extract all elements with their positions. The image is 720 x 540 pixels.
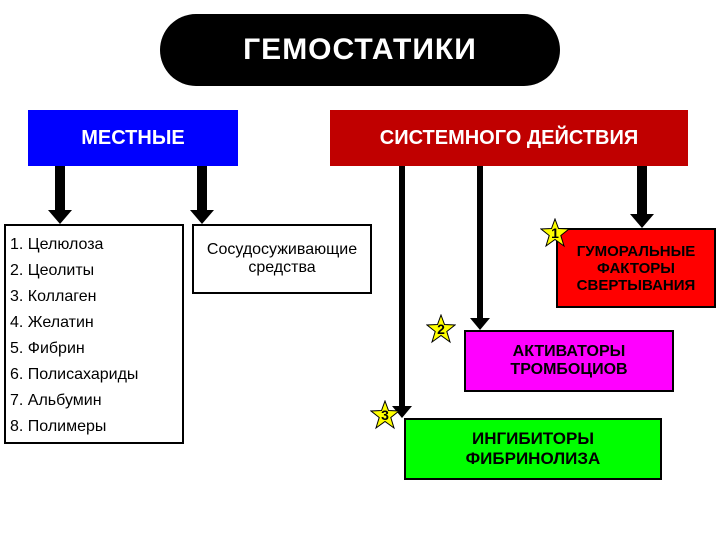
title-pill: ГЕМОСТАТИКИ bbox=[160, 14, 560, 86]
local-list-box: 1. Целюлоза2. Цеолиты3. Коллаген4. Желат… bbox=[4, 224, 184, 444]
list-item: 7. Альбумин bbox=[10, 388, 178, 414]
star-1-label: 1 bbox=[551, 225, 559, 241]
arrow-sys_to_humoral bbox=[630, 166, 654, 228]
category-systemic-label: СИСТЕМНОГО ДЕЙСТВИЯ bbox=[380, 127, 639, 150]
category-systemic-box: СИСТЕМНОГО ДЕЙСТВИЯ bbox=[330, 110, 688, 166]
arrow-sys_to_inhib bbox=[392, 166, 412, 418]
star-2-label: 2 bbox=[437, 321, 445, 337]
category-local-label: МЕСТНЫЕ bbox=[81, 127, 185, 150]
humoral-box: ГУМОРАЛЬНЫЕ ФАКТОРЫ СВЕРТЫВАНИЯ bbox=[556, 228, 716, 308]
arrow-local_to_list bbox=[48, 166, 72, 224]
star-1: 1 bbox=[540, 218, 570, 248]
list-item: 3. Коллаген bbox=[10, 284, 178, 310]
vasoconstrictors-label: Сосудосуживающие средства bbox=[196, 241, 368, 277]
list-item: 5. Фибрин bbox=[10, 336, 178, 362]
list-item: 6. Полисахариды bbox=[10, 362, 178, 388]
local-list: 1. Целюлоза2. Цеолиты3. Коллаген4. Желат… bbox=[10, 232, 178, 440]
arrow-sys_to_activ bbox=[470, 166, 490, 330]
star-3: 3 bbox=[370, 400, 400, 430]
list-item: 8. Полимеры bbox=[10, 414, 178, 440]
star-3-label: 3 bbox=[381, 407, 389, 423]
humoral-label: ГУМОРАЛЬНЫЕ ФАКТОРЫ СВЕРТЫВАНИЯ bbox=[560, 243, 712, 294]
list-item: 1. Целюлоза bbox=[10, 232, 178, 258]
list-item: 4. Желатин bbox=[10, 310, 178, 336]
inhibitors-box: ИНГИБИТОРЫ ФИБРИНОЛИЗА bbox=[404, 418, 662, 480]
title-text: ГЕМОСТАТИКИ bbox=[243, 33, 477, 67]
arrow-local_to_vaso bbox=[190, 166, 214, 224]
list-item: 2. Цеолиты bbox=[10, 258, 178, 284]
inhibitors-label: ИНГИБИТОРЫ ФИБРИНОЛИЗА bbox=[408, 429, 658, 469]
activators-box: АКТИВАТОРЫ ТРОМБОЦИОВ bbox=[464, 330, 674, 392]
category-local-box: МЕСТНЫЕ bbox=[28, 110, 238, 166]
star-2: 2 bbox=[426, 314, 456, 344]
activators-label: АКТИВАТОРЫ ТРОМБОЦИОВ bbox=[468, 343, 670, 379]
vasoconstrictors-box: Сосудосуживающие средства bbox=[192, 224, 372, 294]
